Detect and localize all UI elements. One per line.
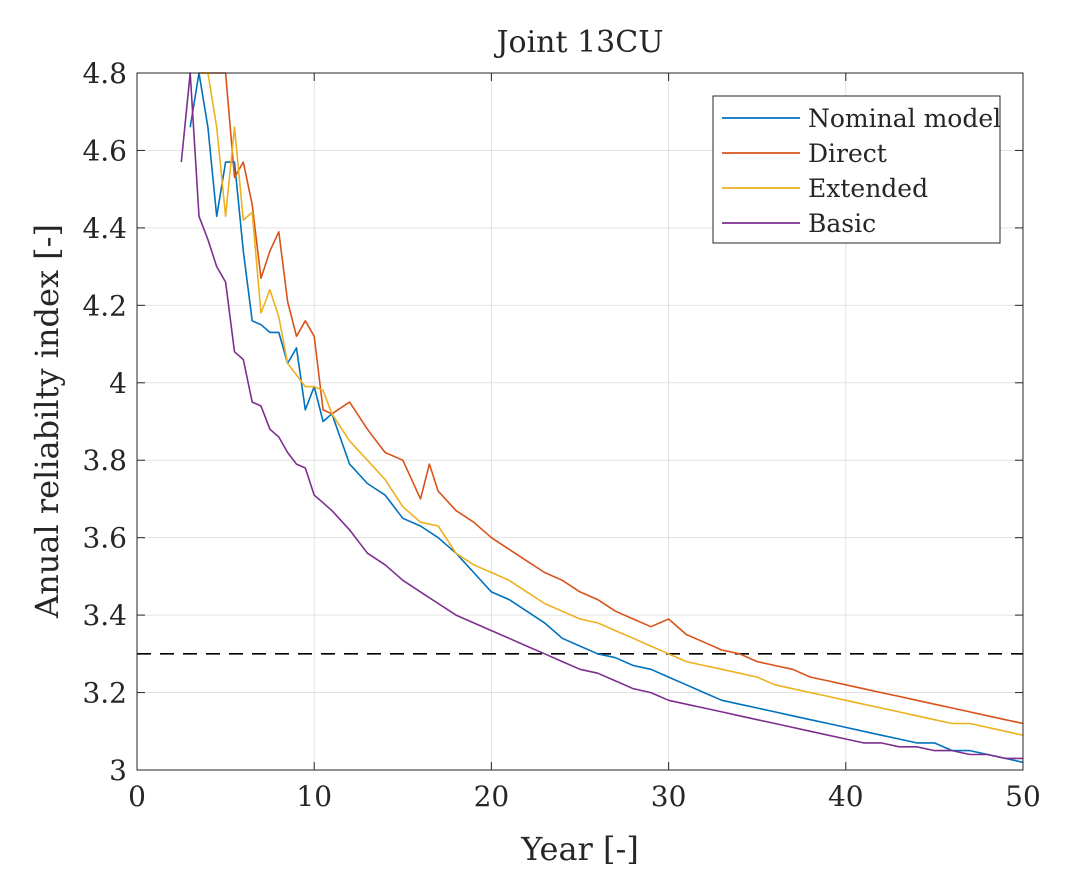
x-tick-label: 50 (1005, 780, 1041, 813)
legend-box (712, 95, 1001, 244)
series-line-basic (180, 72, 1023, 760)
legend-label: Basic (808, 209, 876, 238)
x-tick-label: 0 (128, 780, 146, 813)
x-tick-label: 20 (474, 780, 510, 813)
series-line-nominal-model (189, 72, 1024, 764)
grid-lines (136, 72, 1024, 771)
y-tick-label: 3.2 (82, 677, 127, 710)
x-tick-label: 30 (651, 780, 687, 813)
series-line-extended (199, 72, 1024, 736)
y-tick-label: 3.4 (82, 599, 127, 632)
tick-labels: 0 10 20 30 40 50 3 3.2 3.4 3.6 3.8 4 4.2 4.4 4.6 4.8 (82, 57, 1040, 813)
legend-label: Direct (808, 139, 887, 168)
x-tick-label: 10 (296, 780, 332, 813)
legend-label: Extended (808, 174, 928, 203)
legend-label: Nominal model (808, 104, 1001, 133)
y-tick-label: 4.8 (82, 57, 127, 90)
y-tick-label: 3.8 (82, 444, 127, 477)
y-tick-label: 4 (109, 367, 127, 400)
y-tick-label: 4.4 (82, 212, 127, 245)
series-line-direct (199, 72, 1024, 725)
x-tick-label: 40 (828, 780, 864, 813)
y-tick-label: 4.6 (82, 134, 127, 167)
x-axis-label: Year [-] (520, 830, 639, 868)
y-tick-label: 3.6 (82, 522, 127, 555)
y-axis-label: Anual reliabilty index [-] (28, 224, 66, 619)
y-tick-label: 3 (109, 754, 127, 787)
legend: Nominal model Direct Extended Basic (712, 95, 1001, 244)
chart-title: Joint 13CU (493, 25, 663, 60)
plot-area (180, 72, 1024, 764)
axes-box (136, 72, 1024, 771)
y-tick-label: 4.2 (82, 289, 127, 322)
